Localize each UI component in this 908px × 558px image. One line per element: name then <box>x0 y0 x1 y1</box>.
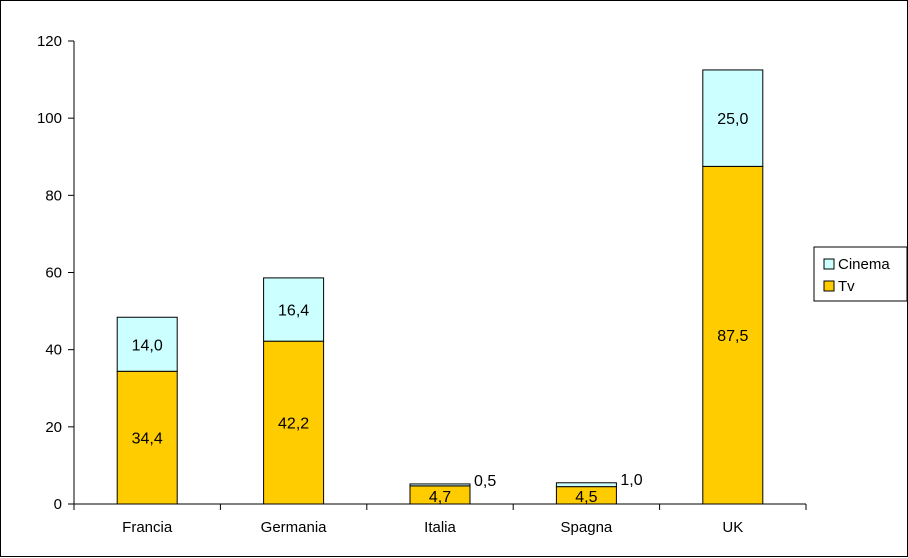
x-category-label: Spagna <box>561 519 613 536</box>
data-label-cinema: 16,4 <box>278 303 309 320</box>
data-label-tv: 4,5 <box>575 489 597 506</box>
y-tick-label: 40 <box>45 342 62 359</box>
bar-cinema-francia <box>116 316 178 372</box>
x-category-label: UK <box>722 519 743 536</box>
x-axis-ticks: Francia Germania Italia Spagna UK <box>73 504 807 536</box>
data-label-tv: 87,5 <box>717 328 748 345</box>
bar-tv-francia <box>116 370 178 505</box>
x-category-label: Italia <box>424 519 456 536</box>
axes <box>73 41 806 505</box>
data-label-cinema: 0,5 <box>474 473 496 490</box>
y-tick-label: 120 <box>37 33 62 50</box>
y-tick-label: 20 <box>45 419 62 436</box>
bar-cinema-spagna <box>555 482 617 488</box>
data-labels: 34,4 14,0 42,2 16,4 4,7 0,5 4,5 1,0 87,5 25,0 <box>132 111 749 506</box>
legend-swatch-cinema <box>823 258 835 270</box>
y-tick-label: 80 <box>45 187 62 204</box>
legend-label-cinema: Cinema <box>838 256 890 273</box>
x-category-label: Francia <box>122 519 173 536</box>
y-axis-ticks: 0 20 40 60 80 100 120 <box>37 33 74 513</box>
bar-cinema-germania <box>263 277 325 342</box>
data-label-tv: 4,7 <box>429 489 451 506</box>
legend-swatch-tv <box>823 280 835 292</box>
bar-tv-germania <box>263 340 325 505</box>
legend: Cinema Tv <box>813 246 908 302</box>
legend-label-tv: Tv <box>838 278 855 295</box>
y-tick-label: 60 <box>45 265 62 282</box>
y-tick-label: 0 <box>54 496 62 513</box>
data-label-cinema: 1,0 <box>620 472 642 489</box>
data-label-tv: 34,4 <box>132 431 163 448</box>
y-tick-label: 100 <box>37 110 62 127</box>
bar-cinema-italia <box>409 483 471 487</box>
legend-box <box>813 246 908 302</box>
bar-cinema-uk <box>702 69 764 167</box>
data-label-tv: 42,2 <box>278 416 309 433</box>
data-label-cinema: 25,0 <box>717 111 748 128</box>
bar-tv-uk <box>702 165 764 505</box>
bars <box>116 69 764 505</box>
data-label-cinema: 14,0 <box>132 337 163 354</box>
x-category-label: Germania <box>261 519 328 536</box>
